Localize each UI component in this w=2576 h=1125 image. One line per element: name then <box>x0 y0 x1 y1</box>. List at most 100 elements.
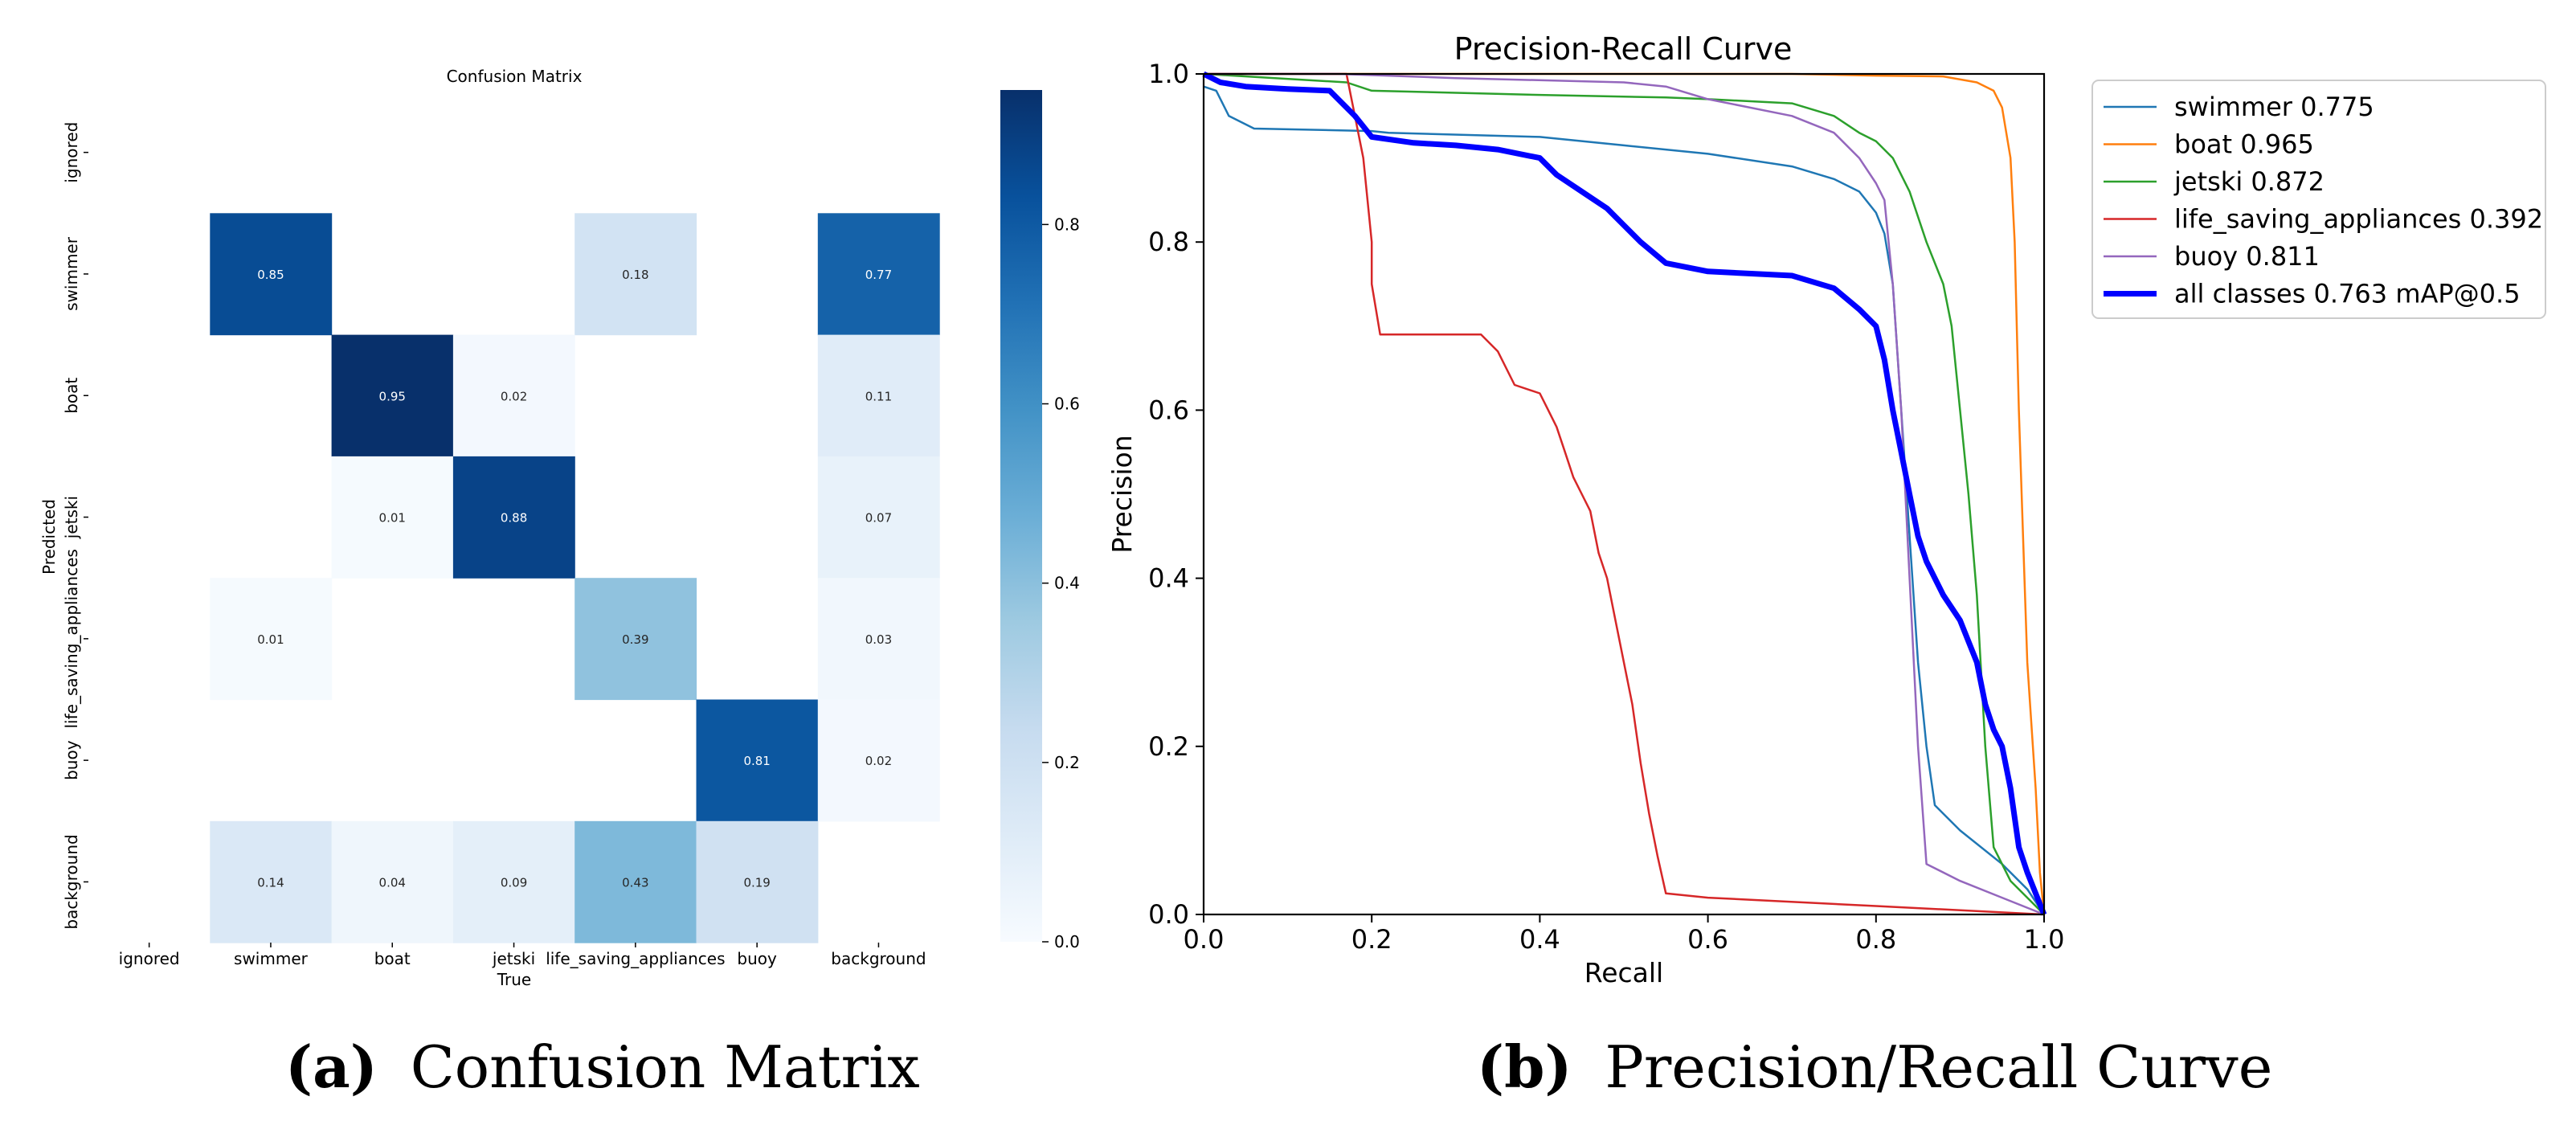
pr-series-lines <box>1202 71 2047 916</box>
cm-cells: 0.85 0.18 0.77 0.95 0.02 0.11 0.01 0.88 0.07 0.01… <box>210 213 940 943</box>
pr-series-line <box>1204 72 2045 916</box>
pr-ylabel: Precision <box>1106 435 1138 553</box>
cm-cell <box>331 456 454 579</box>
cm-x-tick-label: boat <box>374 949 411 968</box>
colorbar-tick-label: 0.2 <box>1054 753 1080 772</box>
cm-cell <box>210 820 333 943</box>
cm-cell-label: 0.01 <box>257 632 284 647</box>
cm-y-tick-label: background <box>62 834 81 929</box>
pr-y-tick-label: 0.4 <box>1148 563 1189 594</box>
cm-cell-label: 0.04 <box>379 875 406 890</box>
pr-series-line <box>1203 72 2045 915</box>
cm-cell <box>696 820 819 943</box>
pr-x-tick-label: 0.8 <box>1855 924 1896 955</box>
cm-y-tick-label: jetski <box>62 496 81 539</box>
cm-y-tick-labels: ignored swimmer boat jetski life_saving_appl… <box>62 122 88 930</box>
pr-series-line <box>1202 71 2047 916</box>
cm-cell <box>452 820 575 943</box>
pr-x-ticks: 0.0 0.2 0.4 0.6 0.8 1.0 <box>1184 914 2065 955</box>
caption-b: (b) Precision/Recall Curve <box>1477 1033 2272 1101</box>
caption-b-text: Precision/Recall Curve <box>1605 1033 2272 1101</box>
pr-title: Precision-Recall Curve <box>1454 31 1793 67</box>
pr-y-tick-label: 1.0 <box>1148 59 1189 89</box>
pr-y-tick-label: 0.6 <box>1148 395 1189 425</box>
cm-x-tick-label: ignored <box>119 949 180 968</box>
colorbar-tick-label: 0.0 <box>1054 932 1080 951</box>
cm-y-tick-label: boat <box>62 378 81 414</box>
colorbar-tick-label: 0.4 <box>1054 574 1080 593</box>
cm-y-tick-label: swimmer <box>62 236 81 311</box>
cm-xlabel: True <box>497 970 531 989</box>
cm-cell <box>817 578 940 701</box>
pr-x-tick-label: 0.6 <box>1687 924 1728 955</box>
caption-a-text: Confusion Matrix <box>411 1033 920 1101</box>
cm-cell-label: 0.18 <box>622 268 648 282</box>
pr-x-tick-label: 0.2 <box>1351 924 1392 955</box>
pr-xlabel: Recall <box>1584 957 1663 988</box>
colorbar-tick-label: 0.8 <box>1054 215 1080 234</box>
legend-label: life_saving_appliances 0.392 <box>2174 204 2543 235</box>
pr-axes-frame <box>1202 72 2046 916</box>
pr-series-line <box>1204 72 2046 915</box>
cm-x-tick-label: jetski <box>492 949 535 968</box>
pr-series-line <box>1204 72 2045 916</box>
cm-y-tick-label: buoy <box>62 740 81 780</box>
cm-cell-label: 0.81 <box>743 754 770 768</box>
cm-cell-label: 0.03 <box>865 632 892 647</box>
cm-cell <box>210 578 333 701</box>
cm-cell-label: 0.43 <box>622 875 648 890</box>
legend-label: all classes 0.763 mAP@0.5 <box>2174 279 2521 309</box>
cm-y-tick-label: life_saving_appliances <box>62 549 81 728</box>
caption-a-letter: (a) <box>285 1033 378 1101</box>
colorbar <box>1000 90 1042 942</box>
pr-x-tick-label: 0.0 <box>1184 924 1225 955</box>
cm-ylabel: Predicted <box>39 499 59 575</box>
legend-label: swimmer 0.775 <box>2174 92 2374 122</box>
pr-y-tick-label: 0.0 <box>1148 899 1189 930</box>
cm-y-tick-label: ignored <box>62 122 81 183</box>
cm-cell-label: 0.02 <box>501 389 527 403</box>
cm-cell <box>452 334 575 457</box>
cm-cell <box>817 213 940 336</box>
legend-box <box>2091 80 2546 319</box>
cm-cell-label: 0.95 <box>379 389 406 403</box>
pr-legend: swimmer 0.775 boat 0.965 jetski 0.872 life_… <box>2091 80 2546 319</box>
caption-a: (a) Confusion Matrix <box>285 1033 920 1101</box>
legend-label: jetski 0.872 <box>2173 166 2325 197</box>
cm-cell-label: 0.07 <box>865 511 892 526</box>
cm-cell-label: 0.39 <box>622 632 648 647</box>
pr-x-tick-label: 0.4 <box>1519 924 1560 955</box>
cm-cell-label: 0.14 <box>257 875 284 890</box>
pr-y-tick-label: 0.2 <box>1148 731 1189 762</box>
pr-x-tick-label: 1.0 <box>2024 924 2065 955</box>
cm-cell-label: 0.02 <box>865 754 892 768</box>
confusion-matrix-panel: Confusion Matrix 0.85 0.18 0.77 0.95 0.02 0.1… <box>39 67 1080 989</box>
cm-cell <box>696 699 819 822</box>
pr-curve-panel: Precision-Recall Curve 0.0 0.2 0.4 0.6 0.8 1.… <box>1106 31 2546 988</box>
cm-title: Confusion Matrix <box>447 67 583 86</box>
cm-x-tick-label: life_saving_appliances <box>546 949 725 968</box>
cm-cell <box>817 699 940 822</box>
cm-cell <box>331 820 454 943</box>
cm-x-tick-labels: ignored swimmer boat jetski life_saving_appl… <box>119 943 926 968</box>
cm-cell <box>574 213 697 336</box>
cm-cell-label: 0.77 <box>865 268 892 282</box>
caption-b-letter: (b) <box>1477 1033 1572 1101</box>
cm-cell <box>574 578 697 701</box>
legend-label: boat 0.965 <box>2174 129 2314 160</box>
cm-x-tick-label: swimmer <box>234 949 309 968</box>
cm-cell-label: 0.01 <box>379 511 406 526</box>
cm-x-tick-label: background <box>831 949 926 968</box>
cm-cell-label: 0.88 <box>501 511 527 526</box>
cm-x-tick-label: buoy <box>737 949 777 968</box>
cm-cell <box>817 334 940 457</box>
cm-cell <box>452 456 575 579</box>
cm-cell-label: 0.11 <box>865 389 892 403</box>
colorbar-ticks: 0.0 0.2 0.4 0.6 0.8 <box>1042 215 1080 951</box>
pr-y-tick-label: 0.8 <box>1148 227 1189 257</box>
colorbar-tick-label: 0.6 <box>1054 395 1080 414</box>
cm-cell <box>331 334 454 457</box>
cm-cell-label: 0.09 <box>501 875 527 890</box>
cm-cell-label: 0.85 <box>257 268 284 282</box>
